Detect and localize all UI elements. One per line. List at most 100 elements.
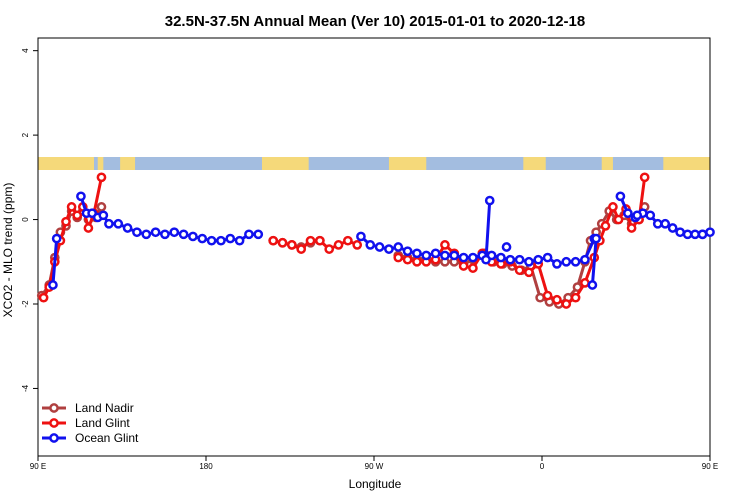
data-point <box>287 240 297 250</box>
data-point <box>61 216 71 227</box>
legend-label: Ocean Glint <box>75 431 139 445</box>
data-point <box>570 256 581 267</box>
data-point <box>682 229 693 240</box>
land-band <box>523 157 546 170</box>
data-point <box>514 254 525 265</box>
data-point <box>632 210 643 221</box>
y-tick-label: 4 <box>21 48 30 53</box>
data-point <box>484 195 495 206</box>
data-point <box>253 229 264 240</box>
data-point <box>552 294 562 305</box>
land-band <box>601 157 613 170</box>
data-point <box>421 250 432 261</box>
data-point <box>76 191 86 202</box>
data-point <box>132 227 142 238</box>
data-point <box>440 240 450 250</box>
data-point <box>324 244 335 254</box>
data-point <box>160 229 170 240</box>
data-point <box>675 227 685 238</box>
data-point <box>705 227 715 238</box>
y-axis-label: XCO2 - MLO trend (ppm) <box>1 183 15 318</box>
series-layer <box>36 172 715 309</box>
data-point <box>667 223 678 233</box>
data-point <box>244 229 254 240</box>
data-point <box>66 202 77 212</box>
data-point <box>412 248 422 259</box>
series-ocean-glint <box>48 191 715 290</box>
legend-marker <box>49 403 59 413</box>
data-point <box>591 233 601 244</box>
data-point <box>496 252 506 263</box>
data-point <box>660 218 671 229</box>
data-point <box>315 235 325 246</box>
data-point <box>449 250 460 261</box>
data-point <box>296 244 307 254</box>
data-point <box>113 218 124 229</box>
land-band <box>120 157 136 170</box>
series-line <box>590 238 598 286</box>
y-axis: -4 -2 0 2 4 <box>21 48 38 392</box>
data-point <box>169 227 180 238</box>
data-point <box>639 172 650 183</box>
data-point <box>38 292 49 303</box>
data-point <box>514 265 525 276</box>
data-point <box>652 218 663 229</box>
data-point <box>141 229 152 240</box>
y-tick-label: -4 <box>21 384 30 392</box>
data-point <box>352 240 363 250</box>
data-point <box>96 172 107 183</box>
legend-marker <box>49 433 59 443</box>
data-point <box>51 233 62 244</box>
data-point <box>458 261 469 271</box>
data-point <box>570 292 581 303</box>
land-band <box>262 157 309 170</box>
data-point <box>561 256 572 267</box>
x-tick-label: 0 <box>540 462 545 471</box>
data-point <box>277 237 288 248</box>
land-band <box>663 157 710 170</box>
series-line <box>51 238 59 286</box>
series-land-nadir <box>36 202 650 309</box>
data-point <box>268 235 279 246</box>
legend-label: Land Nadir <box>75 401 134 415</box>
data-point <box>524 256 534 267</box>
data-point <box>150 227 161 238</box>
land-band <box>97 157 104 170</box>
series-line <box>397 177 647 306</box>
data-point <box>505 254 516 265</box>
data-point <box>83 223 94 233</box>
data-point <box>626 223 637 233</box>
data-point <box>48 280 58 290</box>
legend-marker <box>49 418 59 428</box>
land-band <box>38 157 94 170</box>
x-tick-label: 90 E <box>30 462 46 471</box>
data-point <box>197 233 208 244</box>
data-point <box>384 244 394 254</box>
data-point <box>440 250 450 261</box>
data-point <box>234 235 245 246</box>
data-point <box>613 214 624 225</box>
data-point <box>468 252 478 263</box>
data-point <box>535 292 545 303</box>
data-point <box>412 256 422 267</box>
data-point <box>402 246 413 257</box>
data-point <box>333 240 344 250</box>
data-point <box>458 252 469 263</box>
data-point <box>608 202 618 212</box>
series-line <box>484 200 492 260</box>
data-point <box>104 218 114 229</box>
x-tick-label: 180 <box>199 462 213 471</box>
data-point <box>402 254 413 265</box>
x-tick-label: 90 E <box>702 462 718 471</box>
data-point <box>96 202 107 212</box>
data-point <box>645 210 656 221</box>
data-point <box>393 242 404 252</box>
data-point <box>216 235 226 246</box>
data-point <box>343 235 353 246</box>
data-point <box>561 299 572 309</box>
x-axis-label: Longitude <box>349 477 402 491</box>
data-point <box>580 254 590 265</box>
data-point <box>690 229 700 240</box>
data-point <box>552 259 562 269</box>
data-point <box>615 191 626 202</box>
